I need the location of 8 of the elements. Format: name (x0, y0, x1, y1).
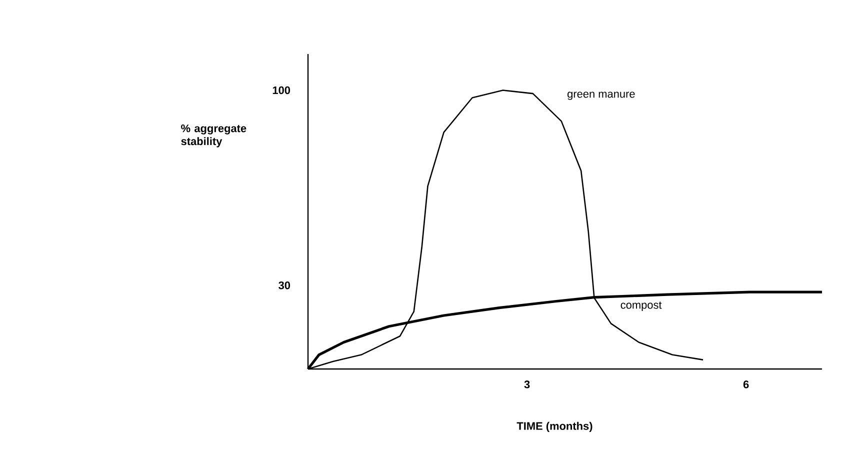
x-axis-title: TIME (months) (516, 422, 592, 432)
y-axis-title: % aggregate stability (181, 124, 246, 148)
x-tick-label: 3 (524, 380, 530, 388)
series-label: green manure (568, 92, 635, 100)
y-tick-label: 30 (278, 281, 290, 290)
series-label: compost (620, 302, 662, 311)
x-tick-label: 6 (743, 380, 749, 388)
y-tick-label: 100 (272, 86, 290, 94)
